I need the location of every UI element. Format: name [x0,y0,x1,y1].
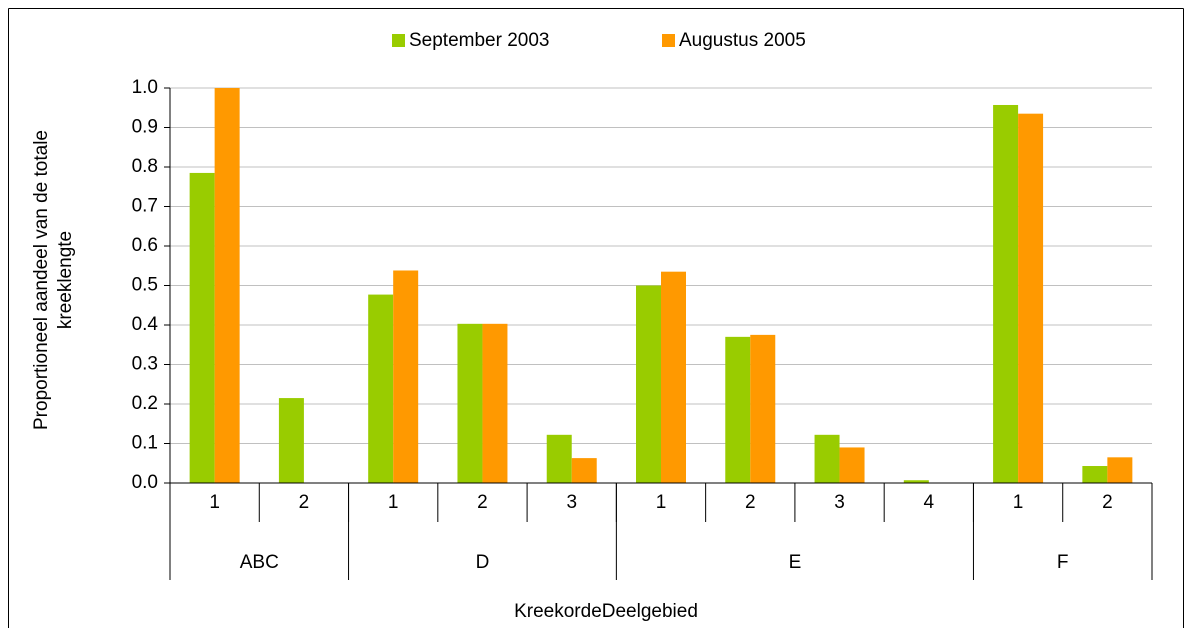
bar [457,323,483,483]
bar [725,336,751,483]
bar [482,323,508,483]
bar [214,88,240,483]
y-tick-label: 0.3 [132,354,158,375]
legend-label: Augustus 2005 [679,30,806,51]
bar [814,434,840,483]
bar [993,104,1019,484]
x-tick-label: 1 [209,492,220,513]
legend-label: September 2003 [409,30,550,51]
group-label: ABC [240,552,279,573]
y-axis-label: Proportioneel aandeel van de totale [31,130,52,430]
y-tick-label: 0.9 [132,117,158,138]
bar [636,285,661,483]
y-tick-label: 1.0 [132,77,158,98]
bar [903,480,929,483]
group-label: D [476,552,490,573]
group-label: F [1057,552,1069,573]
x-tick-label: 2 [477,492,488,513]
y-tick-label: 0.6 [132,235,158,256]
group-label: E [789,552,802,573]
x-tick-label: 2 [1102,492,1113,513]
legend-swatch [392,34,405,47]
y-tick-label: 0.0 [132,472,158,493]
x-tick-label: 1 [1013,492,1024,513]
bar [278,398,304,483]
x-tick-label: 1 [388,492,399,513]
bar [393,270,419,483]
bar [546,434,572,483]
x-tick-label: 4 [924,492,935,513]
x-tick-label: 3 [566,492,577,513]
legend-swatch [662,34,675,47]
y-tick-label: 0.4 [132,314,159,335]
y-tick-label: 0.7 [132,196,158,217]
bar [1018,113,1044,484]
x-tick-label: 3 [834,492,845,513]
y-axis-label: kreeklengte [55,231,76,329]
y-tick-label: 0.5 [132,275,158,296]
bar [368,294,394,483]
x-tick-label: 2 [299,492,310,513]
y-tick-label: 0.8 [132,156,158,177]
bar [1082,466,1108,483]
bar [189,172,215,484]
y-tick-label: 0.2 [132,393,158,414]
bar [571,458,597,483]
bar [839,447,865,483]
bar [1107,457,1133,483]
x-axis-label: KreekordeDeelgebied [514,601,698,622]
x-tick-label: 1 [656,492,667,513]
x-tick-label: 2 [745,492,756,513]
bar [661,271,686,483]
bar [750,334,776,483]
y-tick-label: 0.1 [132,433,158,454]
